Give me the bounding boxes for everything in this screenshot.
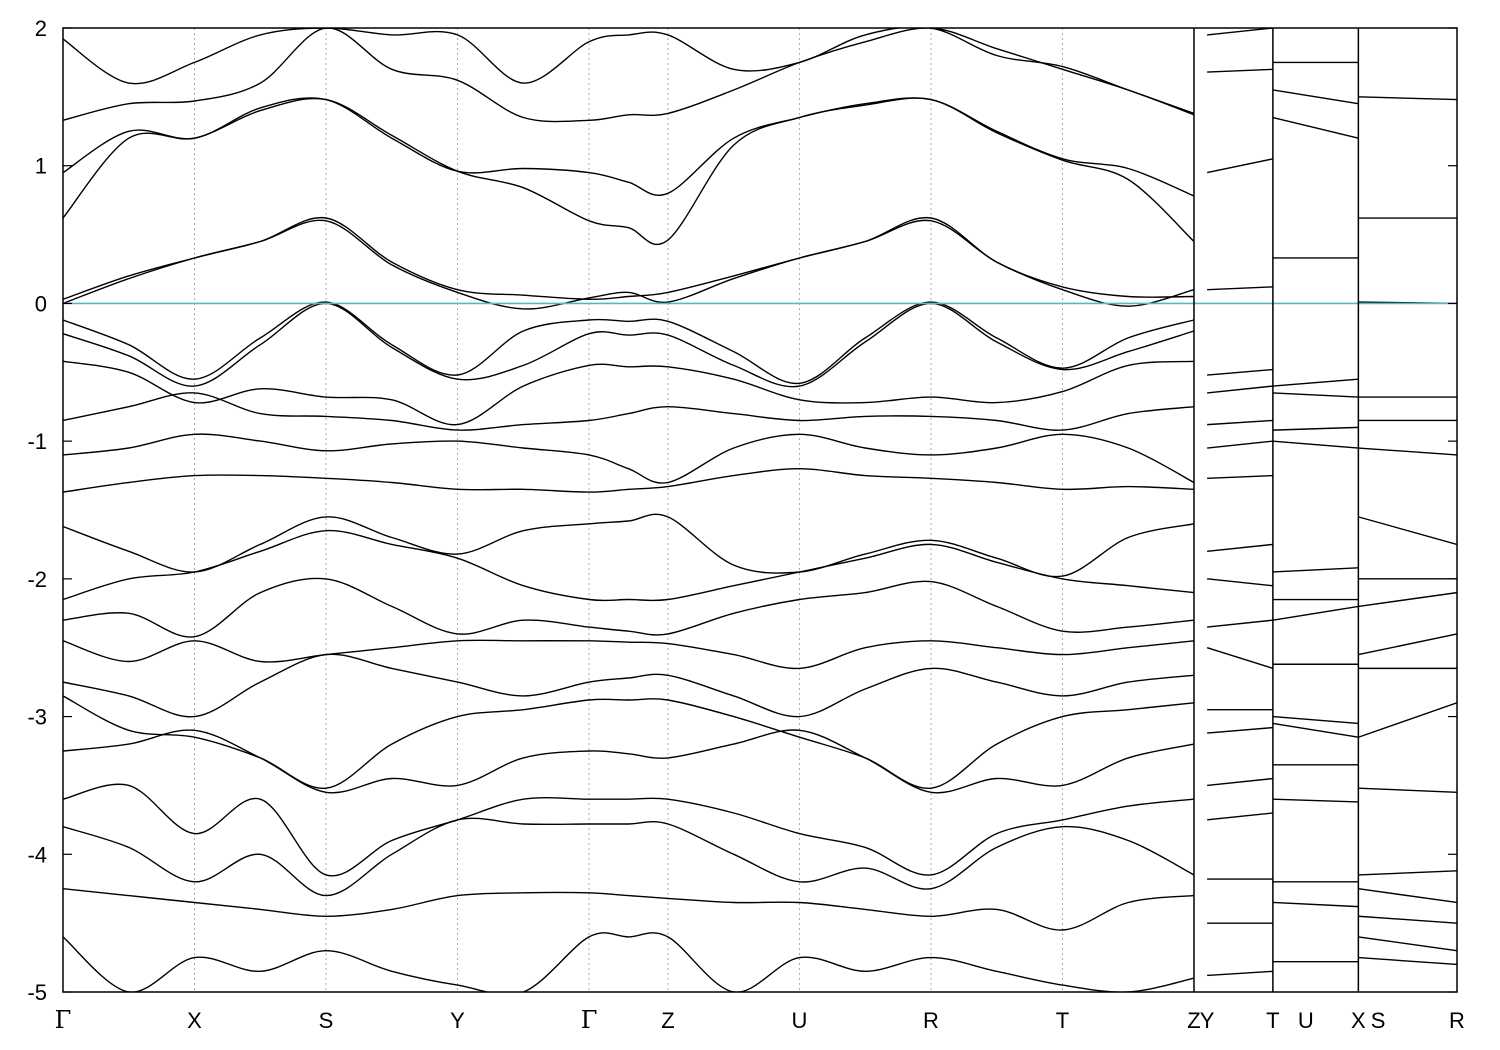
kpoint-label: X	[187, 1008, 202, 1033]
band-line	[1207, 368, 1273, 376]
kpoint-label: R	[923, 1008, 939, 1033]
band-line	[1358, 936, 1457, 952]
plot-frame	[62, 27, 1458, 993]
band-line	[1358, 956, 1457, 966]
y-tick-label: -5	[27, 980, 47, 1005]
band-line	[63, 467, 1195, 493]
band-line	[1272, 440, 1359, 449]
kpoint-gridlines	[194, 28, 1063, 992]
band-line	[1207, 777, 1273, 787]
kpoint-label: U	[1298, 1008, 1314, 1033]
band-line	[1207, 28, 1273, 36]
band-line	[1207, 68, 1273, 73]
band-line	[1358, 915, 1457, 924]
band-line	[1272, 798, 1359, 803]
band-line	[1358, 96, 1457, 101]
band-line	[63, 639, 1195, 670]
segment-break-lines	[1193, 28, 1360, 992]
band-line	[1207, 726, 1273, 734]
band-line	[1272, 567, 1359, 573]
kpoint-label: Y	[450, 1008, 465, 1033]
band-line	[1358, 888, 1457, 904]
kpoint-label: S	[319, 1008, 334, 1033]
kpoint-label: Z	[1187, 1008, 1200, 1033]
band-line	[1207, 474, 1273, 480]
kpoint-label: Γ	[581, 1006, 598, 1034]
band-line	[1358, 516, 1457, 546]
band-line	[63, 817, 1195, 897]
band-line	[63, 529, 1195, 602]
band-line	[1207, 419, 1273, 426]
band-line	[1358, 870, 1457, 876]
band-line	[1272, 605, 1359, 621]
band-line	[63, 577, 1195, 638]
y-tick-label: 0	[35, 291, 47, 316]
band-line	[1358, 633, 1457, 656]
kpoint-label: Y	[1200, 1008, 1215, 1033]
band-line	[63, 433, 1195, 484]
band-line	[1206, 647, 1274, 670]
band-line	[1206, 158, 1274, 174]
band-line	[1272, 426, 1359, 431]
y-tick-label: -1	[27, 429, 47, 454]
band-line	[63, 28, 1195, 123]
y-tick-label: 1	[35, 154, 47, 179]
y-axis-ticks: 2 1 0 -1 -2 -3 -4 -5	[27, 16, 1457, 1005]
band-line	[63, 729, 1195, 794]
kpoint-label: Z	[661, 1008, 674, 1033]
band-line	[63, 932, 1195, 992]
band-line	[1207, 619, 1273, 628]
band-line	[63, 513, 1195, 578]
kpoint-label: R	[1449, 1008, 1465, 1033]
y-tick-label: -4	[27, 842, 47, 867]
band-line	[1272, 116, 1359, 139]
band-line	[63, 695, 1195, 789]
band-line	[63, 888, 1195, 931]
band-line	[1207, 970, 1273, 977]
band-line	[63, 360, 1195, 426]
band-line	[63, 392, 1195, 431]
band-line	[63, 783, 1195, 877]
band-line	[63, 653, 1195, 718]
band-line	[63, 97, 1195, 197]
band-line	[63, 97, 1195, 246]
band-line	[1358, 591, 1457, 608]
y-tick-label: -3	[27, 705, 47, 730]
band-line	[1207, 440, 1273, 449]
band-line	[63, 302, 1195, 388]
kpoint-label: Γ	[55, 1006, 72, 1034]
band-line	[1272, 89, 1359, 105]
band-line	[1358, 447, 1457, 456]
band-line	[63, 28, 1195, 115]
band-line	[1272, 901, 1359, 908]
band-line	[1207, 543, 1273, 553]
kpoint-label: T	[1056, 1008, 1069, 1033]
band-line	[1272, 378, 1359, 387]
band-line	[63, 219, 1195, 310]
band-line	[1207, 385, 1273, 394]
y-tick-label: -2	[27, 567, 47, 592]
band-line	[63, 301, 1195, 385]
band-line	[1207, 286, 1273, 291]
band-line	[1358, 702, 1457, 738]
band-line	[1272, 715, 1359, 725]
kpoint-label: X	[1351, 1008, 1366, 1033]
band-line	[1207, 812, 1273, 821]
kpoint-label: S	[1371, 1008, 1386, 1033]
kpoint-label: U	[792, 1008, 808, 1033]
kpoint-label: T	[1266, 1008, 1279, 1033]
y-tick-label: 2	[35, 16, 47, 41]
band-line	[1358, 787, 1457, 794]
band-line	[1272, 392, 1359, 398]
band-line	[1272, 722, 1359, 738]
band-line	[63, 216, 1195, 301]
band-line	[1207, 578, 1273, 587]
band-lines	[63, 28, 1457, 992]
